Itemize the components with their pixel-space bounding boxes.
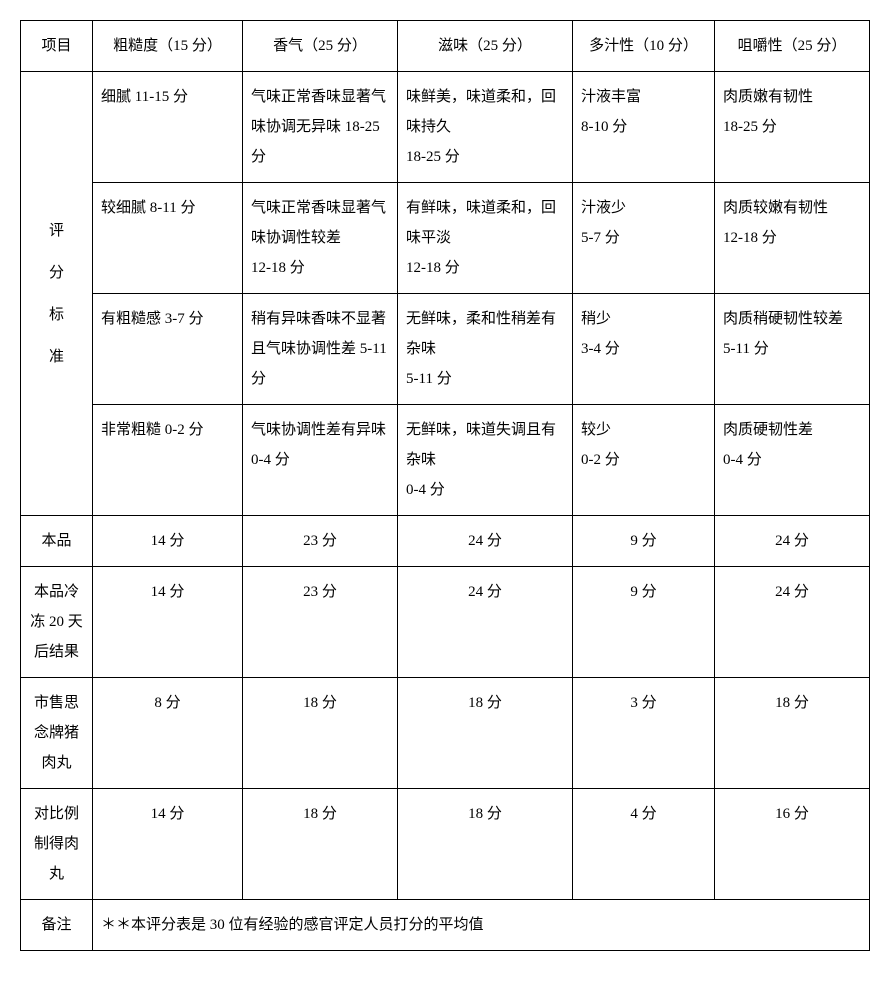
note-label: 备注: [21, 900, 93, 951]
cell: 较少0-2 分: [573, 405, 715, 516]
header-aroma: 香气（25 分）: [243, 21, 398, 72]
cell: 汁液少5-7 分: [573, 183, 715, 294]
cell: 较细腻 8-11 分: [93, 183, 243, 294]
score: 14 分: [93, 567, 243, 678]
cell: 稍少3-4 分: [573, 294, 715, 405]
criteria-char-2: 分: [29, 258, 84, 288]
score: 18 分: [243, 678, 398, 789]
score: 18 分: [243, 789, 398, 900]
criteria-row-2: 较细腻 8-11 分 气味正常香味显著气味协调性较差12-18 分 有鲜味，味道…: [21, 183, 870, 294]
cell: 味鲜美，味道柔和，回味持久18-25 分: [398, 72, 573, 183]
criteria-char-3: 标: [29, 300, 84, 330]
result-row-3: 市售思念牌猪肉丸 8 分 18 分 18 分 3 分 18 分: [21, 678, 870, 789]
header-taste: 滋味（25 分）: [398, 21, 573, 72]
cell: 无鲜味，味道失调且有杂味0-4 分: [398, 405, 573, 516]
score: 23 分: [243, 516, 398, 567]
result-row-2: 本品冷冻 20 天后结果 14 分 23 分 24 分 9 分 24 分: [21, 567, 870, 678]
score: 14 分: [93, 789, 243, 900]
criteria-row-3: 有粗糙感 3-7 分 稍有异味香味不显著且气味协调性差 5-11 分 无鲜味，柔…: [21, 294, 870, 405]
cell: 肉质硬韧性差0-4 分: [715, 405, 870, 516]
header-roughness: 粗糙度（15 分）: [93, 21, 243, 72]
cell: 细腻 11-15 分: [93, 72, 243, 183]
result-label: 对比例制得肉丸: [21, 789, 93, 900]
score: 24 分: [398, 567, 573, 678]
score: 8 分: [93, 678, 243, 789]
cell: 肉质较嫩有韧性12-18 分: [715, 183, 870, 294]
score: 14 分: [93, 516, 243, 567]
scoring-table: 项目 粗糙度（15 分） 香气（25 分） 滋味（25 分） 多汁性（10 分）…: [20, 20, 870, 951]
criteria-label: 评 分 标 准: [21, 72, 93, 516]
score: 18 分: [715, 678, 870, 789]
criteria-char-1: 评: [29, 216, 84, 246]
cell: 无鲜味，柔和性稍差有杂味5-11 分: [398, 294, 573, 405]
score: 24 分: [715, 567, 870, 678]
cell: 有鲜味，味道柔和，回味平淡12-18 分: [398, 183, 573, 294]
score: 16 分: [715, 789, 870, 900]
criteria-row-1: 评 分 标 准 细腻 11-15 分 气味正常香味显著气味协调无异味 18-25…: [21, 72, 870, 183]
cell: 汁液丰富8-10 分: [573, 72, 715, 183]
cell: 气味协调性差有异味 0-4 分: [243, 405, 398, 516]
result-row-4: 对比例制得肉丸 14 分 18 分 18 分 4 分 16 分: [21, 789, 870, 900]
cell: 气味正常香味显著气味协调无异味 18-25 分: [243, 72, 398, 183]
header-juiciness: 多汁性（10 分）: [573, 21, 715, 72]
score: 9 分: [573, 516, 715, 567]
cell: 非常粗糙 0-2 分: [93, 405, 243, 516]
cell: 气味正常香味显著气味协调性较差12-18 分: [243, 183, 398, 294]
cell: 肉质嫩有韧性18-25 分: [715, 72, 870, 183]
cell: 稍有异味香味不显著且气味协调性差 5-11 分: [243, 294, 398, 405]
header-item: 项目: [21, 21, 93, 72]
header-chewiness: 咀嚼性（25 分）: [715, 21, 870, 72]
score: 3 分: [573, 678, 715, 789]
criteria-char-4: 准: [29, 342, 84, 372]
score: 18 分: [398, 678, 573, 789]
score: 23 分: [243, 567, 398, 678]
criteria-row-4: 非常粗糙 0-2 分 气味协调性差有异味 0-4 分 无鲜味，味道失调且有杂味0…: [21, 405, 870, 516]
score: 24 分: [398, 516, 573, 567]
note-row: 备注 ＊＊本评分表是 30 位有经验的感官评定人员打分的平均值: [21, 900, 870, 951]
cell: 有粗糙感 3-7 分: [93, 294, 243, 405]
result-label: 市售思念牌猪肉丸: [21, 678, 93, 789]
note-text: ＊＊本评分表是 30 位有经验的感官评定人员打分的平均值: [93, 900, 870, 951]
cell: 肉质稍硬韧性较差5-11 分: [715, 294, 870, 405]
score: 18 分: [398, 789, 573, 900]
result-label: 本品: [21, 516, 93, 567]
score: 4 分: [573, 789, 715, 900]
score: 9 分: [573, 567, 715, 678]
score: 24 分: [715, 516, 870, 567]
header-row: 项目 粗糙度（15 分） 香气（25 分） 滋味（25 分） 多汁性（10 分）…: [21, 21, 870, 72]
result-row-1: 本品 14 分 23 分 24 分 9 分 24 分: [21, 516, 870, 567]
result-label: 本品冷冻 20 天后结果: [21, 567, 93, 678]
